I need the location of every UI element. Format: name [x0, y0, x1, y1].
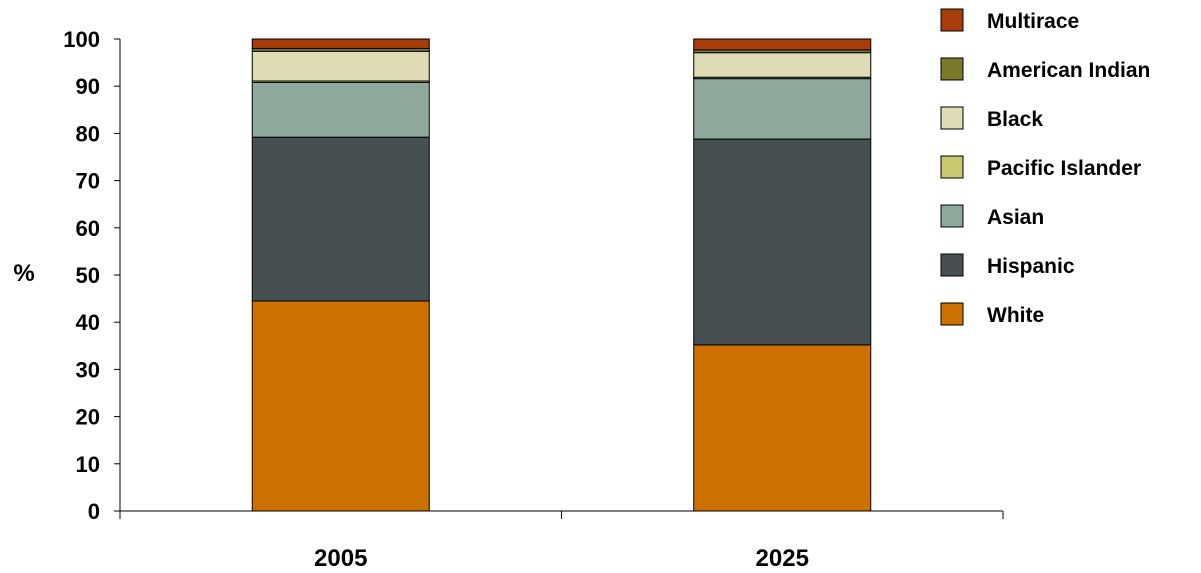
legend-swatch-asian: [940, 204, 964, 228]
bar-segment-black-2025: [693, 52, 872, 78]
legend-item-multirace: Multirace: [940, 8, 1079, 33]
legend-label-black: Black: [987, 108, 1043, 131]
axes: 0 10 20 30 40 50 60 70 80 90 100: [63, 27, 1004, 524]
legend-swatch-american-indian: [940, 57, 964, 81]
legend-swatch-black: [940, 106, 964, 130]
legend-item-asian: Asian: [940, 204, 1044, 229]
bar-segment-white-2005: [251, 300, 430, 512]
bar-stack-2025: [693, 38, 872, 512]
legend-item-hispanic: Hispanic: [940, 253, 1075, 278]
legend-swatch-multirace: [940, 8, 964, 32]
legend-item-pacific-islander: Pacific Islander: [940, 155, 1141, 180]
legend-item-black: Black: [940, 106, 1043, 131]
y-tick-label-30: 30: [76, 357, 100, 382]
legend-item-white: White: [940, 302, 1044, 327]
y-tick-label-50: 50: [76, 263, 100, 288]
legend-swatch-hispanic: [940, 253, 964, 277]
y-tick-label-90: 90: [76, 74, 100, 99]
bar-segment-asian-2005: [251, 81, 430, 138]
bar-segment-black-2005: [251, 50, 430, 82]
y-tick-label-60: 60: [76, 216, 100, 241]
x-category-label-2005: 2005: [314, 545, 367, 572]
legend-label-asian: Asian: [987, 206, 1044, 229]
bar-segment-multirace-2005: [251, 38, 430, 49]
legend-label-pacific-islander: Pacific Islander: [987, 157, 1141, 180]
y-tick-label-80: 80: [76, 121, 100, 146]
legend-label-hispanic: Hispanic: [987, 255, 1075, 278]
y-tick-label-70: 70: [76, 169, 100, 194]
bar-segment-multirace-2025: [693, 38, 872, 51]
legend-swatch-white: [940, 302, 964, 326]
legend-label-multirace: Multirace: [987, 10, 1079, 33]
bar-segment-hispanic-2025: [693, 138, 872, 346]
bar-stack-2005: [251, 38, 430, 512]
y-tick-label-10: 10: [76, 452, 100, 477]
bar-segment-hispanic-2005: [251, 136, 430, 302]
bar-segment-white-2025: [693, 344, 872, 512]
legend-item-american-indian: American Indian: [940, 57, 1150, 82]
y-axis-label: %: [13, 260, 34, 287]
bars: 2005 2025: [251, 38, 872, 572]
legend-label-white: White: [987, 304, 1044, 327]
y-tick-label-40: 40: [76, 310, 100, 335]
y-tick-label-20: 20: [76, 405, 100, 430]
legend-label-american-indian: American Indian: [987, 59, 1150, 82]
y-tick-label-100: 100: [63, 27, 100, 52]
legend: Multirace American Indian Black Pacific Isl…: [940, 8, 1150, 327]
y-tick-label-0: 0: [88, 499, 100, 524]
x-category-label-2025: 2025: [756, 545, 809, 572]
bar-segment-asian-2025: [693, 78, 872, 140]
legend-swatch-pacific-islander: [940, 155, 964, 179]
